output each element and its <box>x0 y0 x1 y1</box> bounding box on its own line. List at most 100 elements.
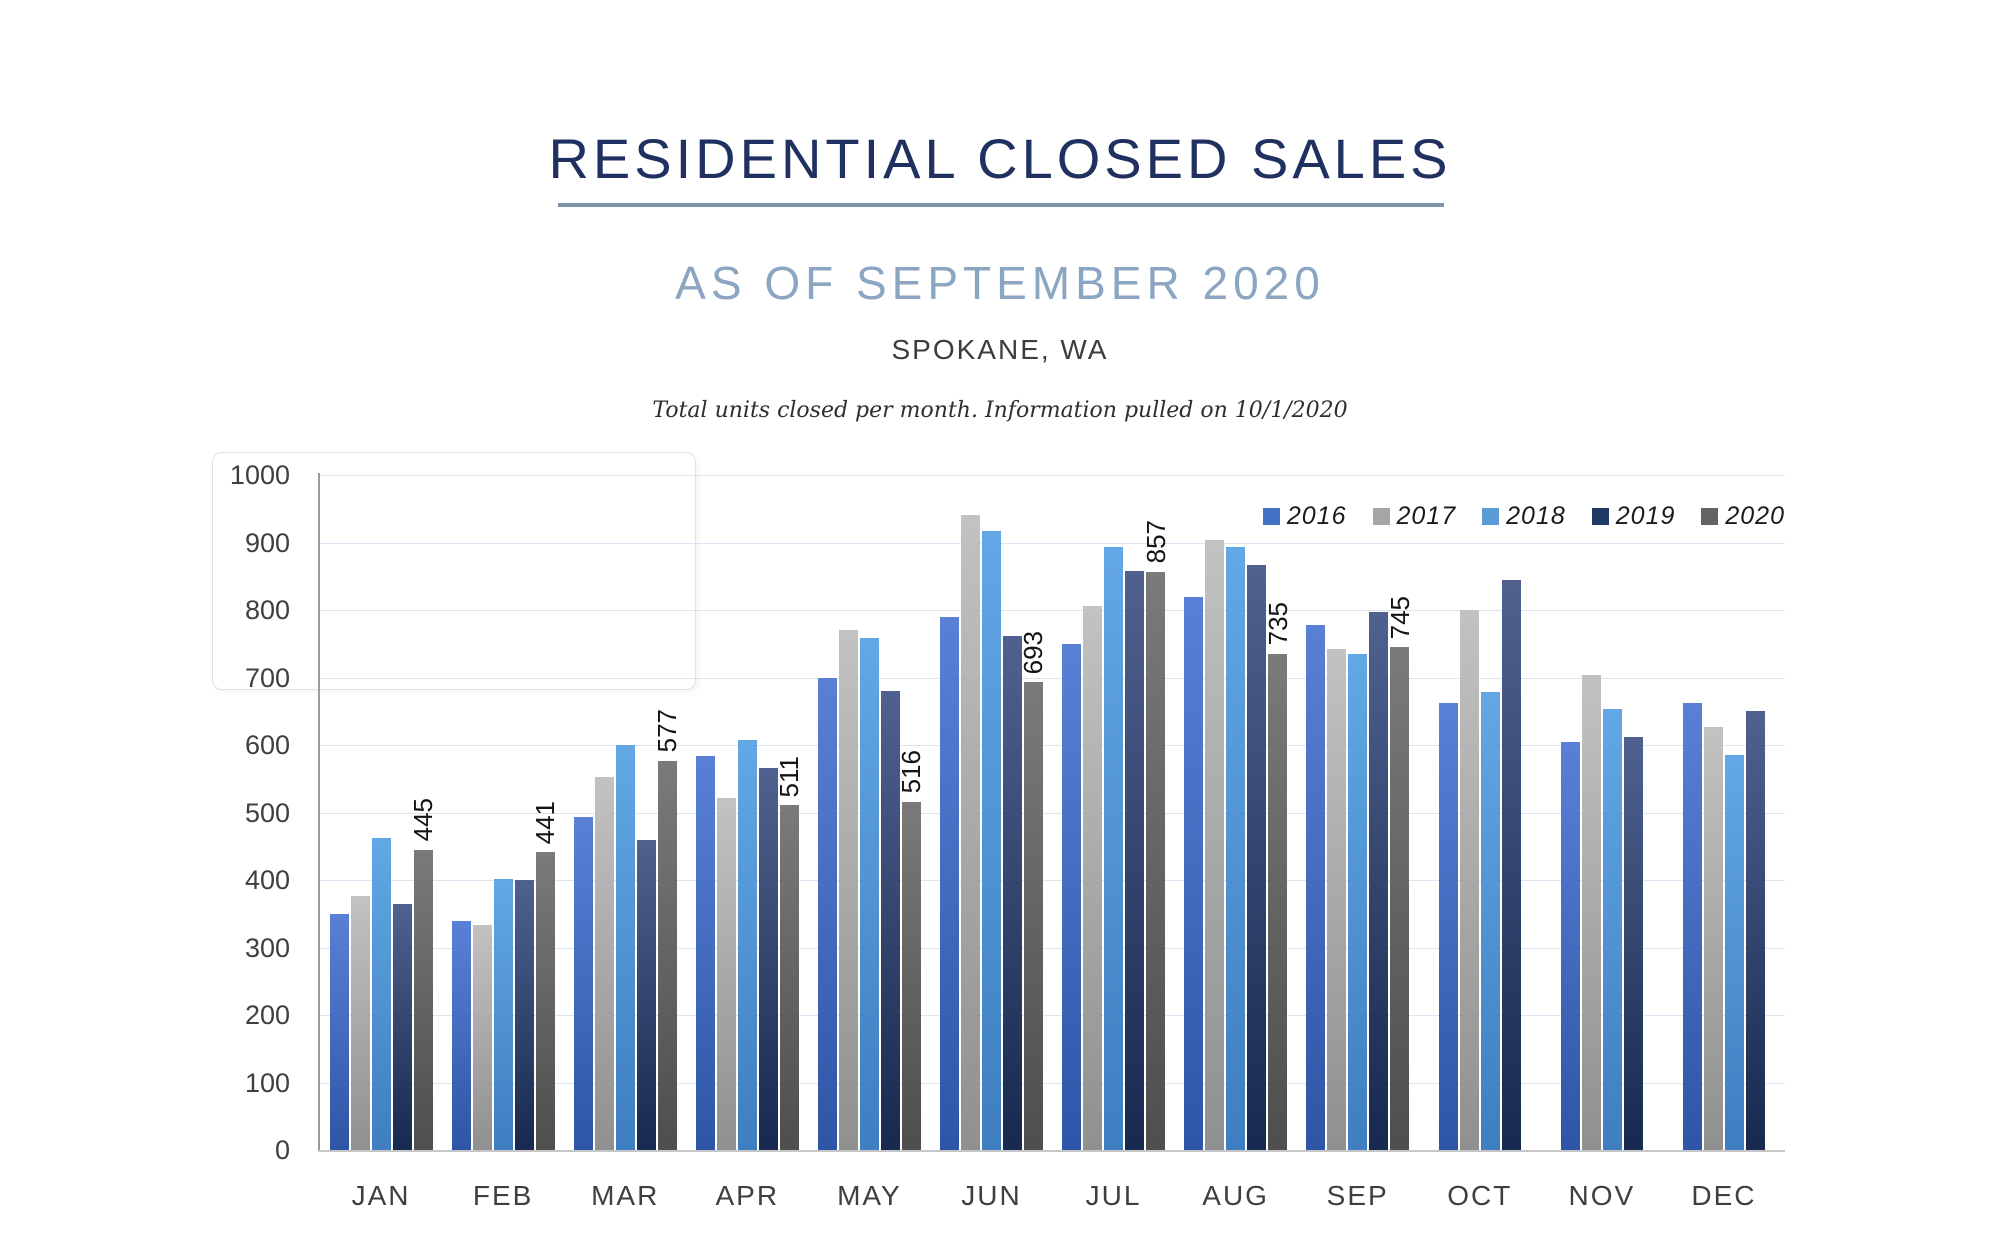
x-axis-line <box>318 1150 1785 1152</box>
legend-item-2018: 2018 <box>1482 502 1566 531</box>
data-label-2020-jul: 857 <box>1140 520 1171 564</box>
y-axis-tick-label-600: 600 <box>244 730 290 760</box>
bar-2020-feb <box>535 852 555 1150</box>
y-axis-tick-label-400: 400 <box>244 865 290 895</box>
bar-2017-apr <box>716 797 736 1150</box>
footnote: Total units closed per month. Informatio… <box>652 398 1348 423</box>
bar-2019-nov <box>1623 736 1643 1150</box>
legend-label-2017: 2017 <box>1396 502 1457 530</box>
y-axis-line <box>318 473 320 1152</box>
bar-2018-jun <box>981 531 1001 1150</box>
location-label: SPOKANE, WA <box>891 334 1109 365</box>
bar-2017-jan <box>350 895 370 1150</box>
data-label-2020-mar: 577 <box>652 709 683 753</box>
background-ghost-box <box>212 452 696 690</box>
x-axis-month-label-aug: AUG <box>1202 1180 1269 1211</box>
legend-swatch-2017 <box>1372 508 1390 525</box>
x-axis-month-label-jul: JUL <box>1085 1180 1142 1211</box>
bar-2020-jun <box>1023 682 1043 1150</box>
gridline-900 <box>320 542 1785 544</box>
y-axis-tick-label-700: 700 <box>244 662 290 693</box>
bar-2018-apr <box>737 740 757 1150</box>
y-axis-tick-label-500: 500 <box>244 797 290 828</box>
bar-2016-oct <box>1438 703 1458 1150</box>
bar-2016-aug <box>1184 597 1204 1150</box>
bar-group-aug: 735 <box>1175 475 1297 1150</box>
data-label-2020-aug: 735 <box>1262 602 1293 646</box>
bar-2017-feb <box>472 925 492 1150</box>
bar-group-jul: 857 <box>1053 475 1175 1150</box>
x-axis-month-label-apr: APR <box>715 1180 780 1211</box>
bar-2018-sep <box>1348 653 1368 1150</box>
data-label-2020-jan: 445 <box>408 798 439 842</box>
bar-2019-jul <box>1125 570 1145 1150</box>
x-axis-month-label-jan: JAN <box>351 1180 411 1211</box>
bar-2017-oct <box>1459 610 1479 1150</box>
bar-2016-nov <box>1560 741 1580 1150</box>
gridline-700 <box>320 677 1785 679</box>
bar-2019-oct <box>1501 579 1521 1150</box>
bar-2016-apr <box>695 755 715 1150</box>
bar-group-dec <box>1663 475 1785 1150</box>
bar-group-oct <box>1419 475 1541 1150</box>
gridline-800 <box>320 610 1785 611</box>
bar-2018-jul <box>1104 547 1124 1150</box>
bar-2020-aug <box>1268 653 1288 1150</box>
y-axis-tick-label-900: 900 <box>244 527 290 558</box>
title-underline <box>558 203 1444 207</box>
bar-2019-aug <box>1247 565 1267 1150</box>
bar-2017-nov <box>1581 675 1601 1150</box>
y-axis-tick-label-300: 300 <box>244 932 290 963</box>
data-label-2020-feb: 441 <box>530 800 561 845</box>
bar-2018-feb <box>493 878 513 1150</box>
x-axis-month-label-nov: NOV <box>1568 1180 1636 1211</box>
x-axis-month-label-may: MAY <box>837 1180 902 1211</box>
bar-2019-may <box>880 691 900 1150</box>
bar-2019-dec <box>1745 711 1765 1150</box>
bar-2016-feb <box>451 921 471 1150</box>
bar-2016-jul <box>1062 643 1082 1150</box>
gridline-300 <box>320 947 1785 949</box>
bar-group-jun: 693 <box>930 475 1052 1150</box>
gridline-400 <box>320 880 1785 881</box>
bar-2017-dec <box>1703 727 1723 1150</box>
legend-label-2016: 2016 <box>1286 502 1347 530</box>
bar-2016-dec <box>1682 703 1702 1150</box>
bar-2016-mar <box>573 816 593 1150</box>
bar-group-jan: 445 <box>320 475 442 1150</box>
bar-2019-jun <box>1002 635 1022 1150</box>
data-label-2020-jun: 693 <box>1018 630 1049 675</box>
gridline-100 <box>320 1082 1785 1084</box>
legend-label-2018: 2018 <box>1506 502 1566 530</box>
data-label-2020-apr: 511 <box>774 755 805 798</box>
bar-2018-mar <box>615 745 635 1150</box>
bar-2016-jan <box>329 913 349 1150</box>
legend-label-2019: 2019 <box>1615 502 1676 530</box>
gridline-500 <box>320 812 1785 814</box>
legend-swatch-2019 <box>1591 508 1609 525</box>
bar-2019-sep <box>1369 612 1389 1150</box>
bar-2018-may <box>859 638 879 1150</box>
chart-legend: 2016 2017 2018 2019 2020 <box>1262 502 1785 531</box>
y-axis-tick-label-800: 800 <box>244 595 290 625</box>
bar-group-apr: 511 <box>686 475 808 1150</box>
x-axis-month-label-mar: MAR <box>591 1180 660 1211</box>
subtitle: AS OF SEPTEMBER 2020 <box>675 257 1325 309</box>
bar-2020-may <box>901 801 921 1150</box>
gridline-600 <box>320 745 1785 746</box>
bar-2017-jun <box>960 514 980 1150</box>
y-axis-tick-label-0: 0 <box>274 1135 290 1165</box>
bar-group-nov <box>1541 475 1663 1150</box>
bar-group-may: 516 <box>808 475 930 1150</box>
gridline-1000 <box>320 475 1785 476</box>
data-label-2020-may: 516 <box>896 750 927 794</box>
bar-2016-may <box>817 677 837 1150</box>
bar-2020-apr <box>779 805 799 1150</box>
bar-2020-jan <box>413 849 433 1150</box>
legend-item-2016: 2016 <box>1262 502 1347 531</box>
bar-2017-mar <box>594 777 614 1150</box>
legend-swatch-2018 <box>1482 508 1500 525</box>
legend-item-2019: 2019 <box>1591 502 1676 531</box>
x-axis-month-label-feb: FEB <box>472 1180 534 1211</box>
